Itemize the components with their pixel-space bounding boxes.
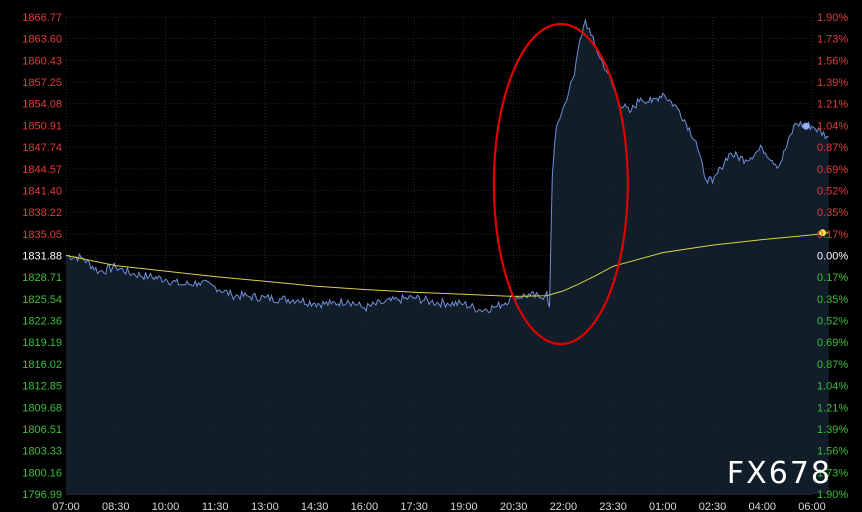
y-tick-label-right: 1.04% [817, 120, 848, 132]
x-axis-labels: 07:00 08:30 10:00 11:30 13:00 14:30 16:00 17:30… [52, 501, 826, 512]
y-tick-label-left: 1796.99 [22, 489, 62, 501]
price-area-fill [66, 20, 829, 494]
chart-markers [802, 122, 827, 237]
y-tick-label-left: 1831.88 [22, 251, 62, 263]
moving-average-line [65, 232, 829, 297]
ma-last-point [819, 229, 827, 237]
right-axis-labels: 1.90% 1.73% 1.56% 1.39% 1.21% 1.04% 0.87% 0.69%… [817, 12, 848, 501]
x-tick-label: 19:00 [450, 501, 478, 512]
y-tick-label-right: 1.73% [817, 34, 848, 46]
y-tick-label-left: 1866.77 [22, 12, 62, 24]
spike-annotation [492, 22, 629, 346]
x-tick-label: 11:30 [202, 501, 229, 512]
highlight-ellipse [492, 22, 629, 346]
y-tick-label-left: 1860.43 [22, 55, 62, 67]
y-tick-label-right: 0.52% [817, 185, 848, 197]
y-tick-label-left: 1844.57 [22, 164, 62, 176]
y-tick-label-right: 0.35% [817, 294, 848, 306]
y-tick-label-right: 1.04% [817, 381, 848, 393]
y-tick-label-left: 1863.60 [22, 34, 62, 46]
y-tick-label-left: 1803.33 [22, 446, 62, 458]
y-tick-label-left: 1825.54 [22, 294, 62, 306]
y-tick-label-right: 0.17% [817, 272, 848, 284]
y-tick-label-left: 1850.91 [22, 120, 62, 132]
x-tick-label: 23:30 [599, 501, 627, 512]
price-series-line [65, 18, 829, 314]
y-tick-label-left: 1809.68 [22, 402, 62, 414]
y-tick-label-left: 1854.08 [22, 99, 62, 111]
x-tick-label: 17:30 [400, 501, 428, 512]
y-tick-label-right: 1.90% [817, 489, 848, 501]
x-tick-label: 13:00 [251, 501, 279, 512]
y-tick-label-right: 1.39% [817, 77, 848, 89]
y-tick-label-left: 1838.22 [22, 207, 62, 219]
x-tick-label: 20:30 [500, 501, 528, 512]
y-tick-label-left: 1835.05 [22, 229, 62, 241]
y-tick-label-left: 1857.25 [22, 77, 62, 89]
y-tick-label-left: 1822.36 [22, 316, 62, 328]
x-tick-label: 02:30 [699, 501, 727, 512]
y-tick-label-right: 1.56% [817, 446, 848, 458]
y-tick-label-right: 0.69% [817, 164, 848, 176]
x-tick-label: 07:00 [52, 501, 80, 512]
price-area [66, 20, 829, 494]
y-tick-label-right: 0.17% [817, 229, 848, 241]
y-tick-label-right: 1.39% [817, 424, 848, 436]
x-tick-label: 01:00 [649, 501, 677, 512]
left-axis-labels: 1866.77 1863.60 1860.43 1857.25 1854.08 1850.… [22, 12, 62, 501]
y-tick-label-right: 1.21% [817, 99, 848, 111]
y-tick-label-left: 1828.71 [22, 272, 62, 284]
watermark-logo: FX678 [726, 456, 832, 491]
x-tick-label: 10:00 [152, 501, 180, 512]
x-tick-label: 22:00 [550, 501, 578, 512]
y-tick-label-right: 0.87% [817, 142, 848, 154]
y-tick-label-right: 0.69% [817, 337, 848, 349]
x-tick-label: 08:30 [102, 501, 130, 512]
y-tick-label-left: 1841.40 [22, 185, 62, 197]
x-tick-label: 06:00 [798, 501, 826, 512]
x-tick-label: 16:00 [351, 501, 379, 512]
y-tick-label-left: 1812.85 [22, 381, 62, 393]
y-tick-label-left: 1816.02 [22, 359, 62, 371]
y-tick-label-right: 0.52% [817, 316, 848, 328]
x-tick-label: 14:30 [301, 501, 329, 512]
price-last-point [802, 122, 810, 130]
y-tick-label-right: 1.56% [817, 55, 848, 67]
y-tick-label-right: 0.87% [817, 359, 848, 371]
y-tick-label-right: 0.00% [817, 251, 848, 263]
y-tick-label-right: 1.21% [817, 402, 848, 414]
y-tick-label-right: 1.73% [817, 467, 848, 479]
y-tick-label-left: 1800.16 [22, 467, 62, 479]
chart-lines [65, 18, 829, 314]
y-tick-label-left: 1806.51 [22, 424, 62, 436]
y-tick-label-right: 1.90% [817, 12, 848, 24]
y-tick-label-left: 1847.74 [22, 142, 62, 154]
y-tick-label-left: 1819.19 [22, 337, 62, 349]
y-tick-label-right: 0.35% [817, 207, 848, 219]
x-tick-label: 04:00 [749, 501, 777, 512]
